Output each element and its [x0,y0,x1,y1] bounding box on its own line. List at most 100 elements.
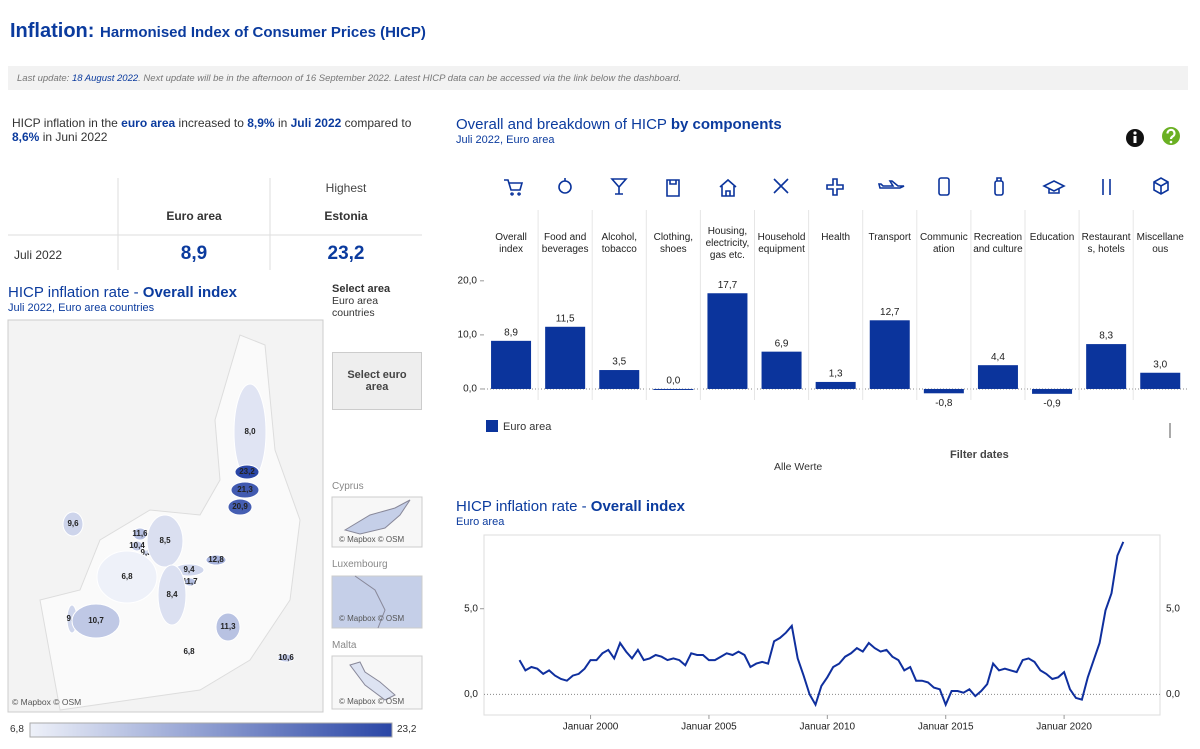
y-tick-label: 0,0 [463,384,477,395]
country [132,527,148,541]
country [230,481,260,499]
category-label: Clothing, shoes [653,232,694,255]
country [205,554,227,566]
country-label: 8,4 [166,590,178,599]
y2-tick-label: 0,0 [1166,689,1180,700]
x-tick-label: Januar 2000 [563,722,619,733]
country [233,383,267,481]
bar [653,388,694,390]
value-label: 8,9 [504,327,518,338]
category-label: Alcohol, tobacco [601,232,638,255]
country [215,612,241,642]
x-tick-label: Januar 2015 [918,722,974,733]
value-label: 0,0 [666,376,680,387]
bar [599,370,640,389]
country-label: 10,6 [278,653,294,662]
table-header: Euro area [166,209,222,223]
country [277,653,295,663]
help-icon-glyph [1166,128,1176,140]
country [157,564,187,626]
bar [545,326,586,389]
title: Inflation: Harmonised Index of Consumer … [10,20,426,42]
bar [761,351,802,389]
scale-min: 6,8 [10,724,24,735]
country [185,648,193,656]
country-label: 8,0 [244,427,256,436]
inset-shape [349,661,396,701]
bar [1086,344,1127,389]
inset-credit: © Mapbox © OSM [339,535,405,544]
country-label: 6,8 [183,647,195,656]
y-tick-label: 0,0 [464,689,478,700]
category-label: Recreation and culture [973,232,1023,255]
value-label: 6,9 [775,338,789,349]
inset-label: Malta [332,640,357,651]
value-label: 8,3 [1099,331,1113,342]
legend-swatch [486,420,498,432]
table-cell: 23,2 [327,243,365,264]
map-title: HICP inflation rate - Overall index [8,284,237,301]
category-label: Overall index [495,232,527,255]
country-label: 11,7 [182,577,198,586]
category-label: Housing, electricity, gas etc. [705,226,750,261]
legend-label: Euro area [503,421,552,433]
country-label: 9,3 [140,548,152,557]
category-label: Health [821,232,851,243]
bar-subtitle: Juli 2022, Euro area [456,134,555,146]
select-button[interactable]: Select euro area [332,352,422,410]
help-icon-glyph [1169,140,1173,144]
select-label: Select area [332,283,391,295]
value-label: -0,9 [1043,398,1061,409]
table-cell: Juli 2022 [14,248,63,262]
plot-frame [483,534,1161,716]
country-label: 10,4 [129,541,145,550]
country [146,514,184,568]
bar [869,320,910,389]
country-label: 21,3 [237,485,253,494]
bar [923,388,964,394]
category-label: Transport [868,232,911,243]
value-label: -0,8 [935,398,953,409]
country-label: 12,8 [208,555,224,564]
bar [707,293,748,389]
country [234,464,260,480]
country-label: 11,6 [132,529,148,538]
x-tick-label: Januar 2005 [681,722,737,733]
bar [1032,388,1073,394]
info-icon-glyph [1133,131,1137,135]
color-scale [29,722,393,738]
table-super-header: Highest [325,181,367,195]
info-text: Last update: 18 August 2022. Next update… [17,73,682,84]
value-label: 3,5 [612,357,626,368]
inset-border [354,575,386,629]
country-label: 10,7 [88,616,104,625]
inset-credit: © Mapbox © OSM [339,697,405,706]
table-cell: 8,9 [180,243,208,264]
filter-value[interactable]: Alle Werte [774,461,823,473]
value-label: 3,0 [1153,359,1167,370]
country-label: 6,8 [121,572,133,581]
bar [491,340,532,389]
inset-frame [331,575,423,629]
select-value[interactable]: Euro area countries [332,295,379,319]
value-label: 11,5 [556,313,575,324]
country [62,511,84,537]
x-tick-label: Januar 2020 [1036,722,1092,733]
inset-credit: © Mapbox © OSM [339,614,405,623]
category-label: Miscellaneous [1136,232,1184,255]
country [130,540,144,552]
help-icon[interactable] [1162,127,1180,145]
inset-label: Luxembourg [332,559,388,570]
y-tick-label: 10,0 [458,330,478,341]
line [518,541,1125,708]
bar [1140,372,1181,389]
y-tick-label: 5,0 [464,603,478,614]
slider[interactable] [1169,423,1171,438]
country [227,498,253,516]
y2-tick-label: 5,0 [1166,603,1180,614]
category-label: Household equipment [757,232,806,255]
summary: HICP inflation in the euro area increase… [12,116,412,144]
value-label: 4,4 [991,352,1005,363]
category-label: Communication [919,232,968,255]
